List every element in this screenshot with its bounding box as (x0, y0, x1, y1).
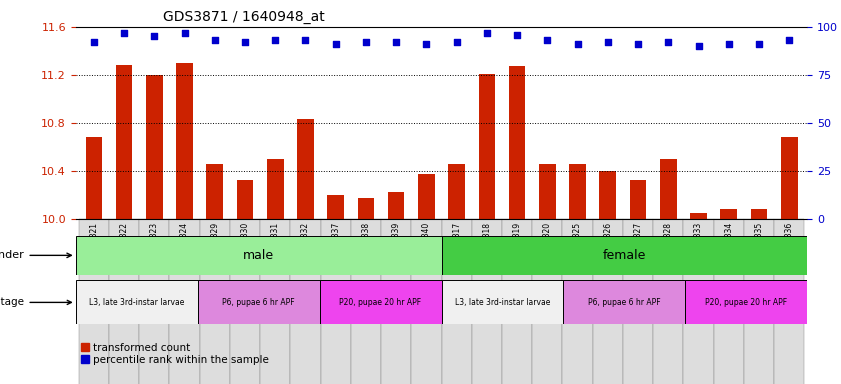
Bar (146, 75, 162, 219)
Bar (774, 219, 804, 384)
Point (752, 41, 765, 47)
Bar (236, 180, 253, 219)
Text: GDS3871 / 1640948_at: GDS3871 / 1640948_at (163, 10, 325, 25)
Bar (442, 219, 472, 384)
Text: P6, pupae 6 hr APF: P6, pupae 6 hr APF (222, 298, 295, 307)
Bar (199, 219, 230, 384)
Bar (388, 192, 405, 219)
Bar (600, 171, 616, 219)
Point (541, 37, 554, 43)
Point (268, 37, 282, 43)
Bar (327, 195, 344, 219)
Bar (381, 219, 411, 384)
Point (480, 30, 494, 36)
Bar (721, 209, 737, 219)
Bar (684, 219, 714, 384)
Bar (411, 219, 442, 384)
Bar (351, 219, 381, 384)
Bar (230, 219, 260, 384)
Bar (442, 236, 807, 275)
Point (692, 43, 706, 49)
Text: development stage: development stage (0, 297, 71, 308)
Bar (76, 280, 198, 324)
Text: gender: gender (0, 250, 71, 260)
Bar (260, 219, 290, 384)
Text: P20, pupae 20 hr APF: P20, pupae 20 hr APF (706, 298, 787, 307)
Text: L3, late 3rd-instar larvae: L3, late 3rd-instar larvae (89, 298, 184, 307)
Bar (502, 219, 532, 384)
Bar (660, 159, 677, 219)
Bar (653, 219, 684, 384)
Legend: transformed count, percentile rank within the sample: transformed count, percentile rank withi… (81, 343, 269, 365)
Bar (139, 219, 169, 384)
Bar (169, 219, 199, 384)
Point (177, 30, 191, 36)
Point (208, 37, 221, 43)
Point (118, 30, 131, 36)
Point (632, 41, 645, 47)
Text: female: female (603, 249, 646, 262)
Point (450, 39, 463, 45)
Bar (357, 199, 374, 219)
Bar (690, 213, 706, 219)
Point (359, 39, 373, 45)
Point (722, 41, 736, 47)
Bar (109, 219, 139, 384)
Bar (320, 280, 442, 324)
Bar (320, 219, 351, 384)
Point (510, 31, 524, 38)
Bar (448, 164, 465, 219)
Bar (442, 280, 563, 324)
Text: P20, pupae 20 hr APF: P20, pupae 20 hr APF (340, 298, 421, 307)
Bar (290, 219, 320, 384)
Bar (532, 219, 563, 384)
Point (329, 41, 342, 47)
Point (782, 37, 796, 43)
Bar (781, 137, 797, 219)
Bar (198, 280, 320, 324)
Point (601, 39, 615, 45)
Bar (630, 180, 647, 219)
Point (389, 39, 403, 45)
Bar (418, 174, 435, 219)
Bar (593, 219, 623, 384)
Bar (472, 219, 502, 384)
Bar (86, 137, 102, 219)
Bar (76, 236, 442, 275)
Point (571, 41, 584, 47)
Bar (685, 280, 807, 324)
Bar (116, 65, 132, 219)
Bar (206, 164, 223, 219)
Point (87, 39, 101, 45)
Bar (623, 219, 653, 384)
Text: P6, pupae 6 hr APF: P6, pupae 6 hr APF (588, 298, 661, 307)
Text: male: male (243, 249, 274, 262)
Point (147, 33, 161, 40)
Bar (79, 219, 109, 384)
Bar (297, 119, 314, 219)
Bar (479, 74, 495, 219)
Bar (563, 219, 593, 384)
Bar (744, 219, 774, 384)
Bar (509, 66, 526, 219)
Bar (539, 164, 556, 219)
Text: L3, late 3rd-instar larvae: L3, late 3rd-instar larvae (455, 298, 550, 307)
Point (420, 41, 433, 47)
Bar (563, 280, 685, 324)
Point (662, 39, 675, 45)
Bar (569, 164, 586, 219)
Bar (751, 209, 767, 219)
Point (238, 39, 251, 45)
Bar (177, 63, 193, 219)
Bar (267, 159, 283, 219)
Bar (714, 219, 744, 384)
Point (299, 37, 312, 43)
